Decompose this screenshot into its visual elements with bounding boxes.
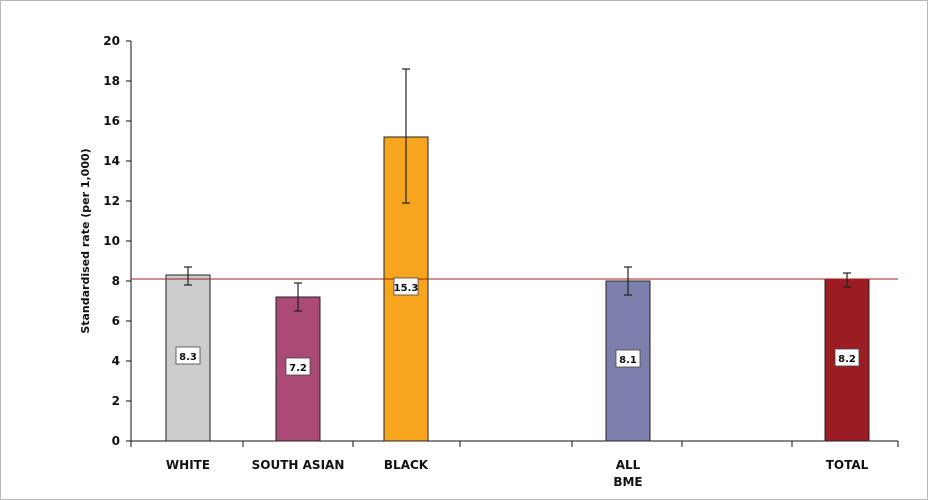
y-tick-label: 14: [103, 154, 120, 168]
y-tick-label: 6: [112, 314, 120, 328]
y-tick-label: 16: [103, 114, 120, 128]
data-label-box: [175, 346, 201, 365]
y-axis-label: Standardised rate (per 1,000): [79, 148, 92, 333]
y-tick-label: 20: [103, 34, 120, 48]
y-tick-label: 0: [112, 434, 120, 448]
data-label: 8.3: [179, 352, 197, 363]
y-tick-label: 2: [112, 394, 120, 408]
data-label: 15.3: [394, 283, 419, 294]
data-label-box: [393, 277, 419, 296]
y-tick-label: 12: [103, 194, 120, 208]
data-label-box: [285, 357, 311, 376]
y-tick-label: 8: [112, 274, 120, 288]
data-label: 8.1: [619, 355, 637, 366]
y-tick-label: 10: [103, 234, 120, 248]
data-label-box: [834, 348, 860, 367]
y-tick-label: 18: [103, 74, 120, 88]
y-tick-label: 4: [112, 354, 120, 368]
x-category-label: BLACK: [384, 458, 429, 472]
x-category-label: ALL: [616, 458, 641, 472]
data-label-box: [615, 349, 641, 368]
x-category-label: WHITE: [166, 458, 210, 472]
x-category-label: TOTAL: [826, 458, 869, 472]
data-label: 8.2: [838, 354, 856, 365]
data-label: 7.2: [289, 363, 307, 374]
x-category-label: BME: [613, 475, 642, 489]
x-category-label: SOUTH ASIAN: [252, 458, 345, 472]
